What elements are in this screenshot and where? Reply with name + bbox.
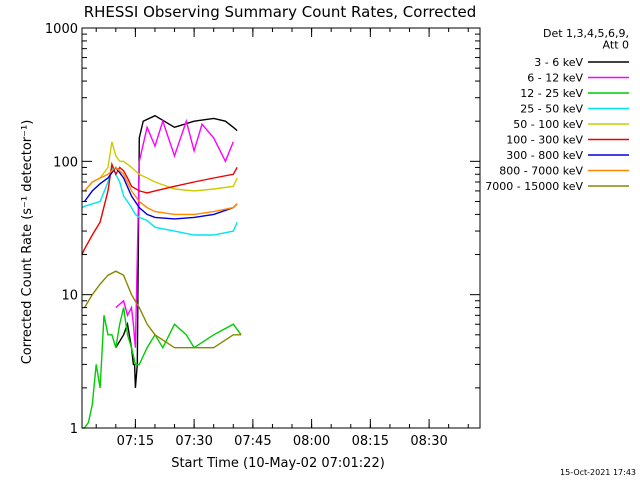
legend-label-6: 100 - 300 keV: [506, 134, 583, 147]
y-tick-label-4: 1000: [45, 22, 78, 37]
legend-label-2: 6 - 12 keV: [527, 72, 583, 85]
x-tick-label-2: 07:30: [175, 434, 212, 449]
legend-header-1: Det 1,3,4,5,6,9,: [543, 27, 629, 40]
x-tick-label-1: 07:15: [117, 434, 154, 449]
series-line-3: [82, 307, 242, 429]
legend-label-3: 12 - 25 keV: [520, 87, 583, 100]
legend-header-2: Att 0: [603, 39, 629, 52]
x-tick-label-5: 08:15: [352, 434, 389, 449]
legend-label-7: 300 - 800 keV: [506, 149, 583, 162]
plot-frame: [81, 27, 481, 429]
series-line-8: [83, 166, 238, 216]
y-tick-label-2: 10: [61, 289, 78, 304]
series-line-1: [115, 114, 238, 388]
y-axis-label: Corrected Count Rate (s⁻¹ detector⁻¹): [20, 120, 35, 365]
x-tick-label-4: 08:00: [293, 434, 330, 449]
legend-label-5: 50 - 100 keV: [513, 118, 583, 131]
x-tick-label-3: 07:45: [234, 434, 271, 449]
series-line-2: [115, 118, 234, 348]
legend: Det 1,3,4,5,6,9,Att 0 3 - 6 keV 6 - 12 keV…: [485, 27, 629, 193]
series-line-5: [83, 141, 238, 192]
plot-area: [81, 114, 242, 429]
axes: 1 10 100 1000 07:15 07:30 07:45 08:00 08:15 08:30: [45, 22, 481, 449]
y-tick-label-3: 100: [53, 155, 78, 170]
y-tick-label-1: 1: [70, 422, 78, 437]
series-line-4: [81, 165, 238, 236]
legend-label-8: 800 - 7000 keV: [499, 165, 583, 178]
x-tick-label-6: 08:30: [410, 434, 447, 449]
series-line-6: [81, 161, 238, 255]
x-axis-label: Start Time (10-May-02 07:01:22): [171, 456, 385, 471]
series-line-9: [83, 270, 242, 349]
legend-label-4: 25 - 50 keV: [520, 103, 583, 116]
footer-date: 15-Oct-2021 17:43: [560, 468, 636, 477]
legend-label-1: 3 - 6 keV: [534, 56, 583, 69]
legend-label-9: 7000 - 15000 keV: [485, 180, 583, 193]
chart-title: RHESSI Observing Summary Count Rates, Co…: [84, 3, 477, 21]
series-line-7: [83, 166, 238, 220]
